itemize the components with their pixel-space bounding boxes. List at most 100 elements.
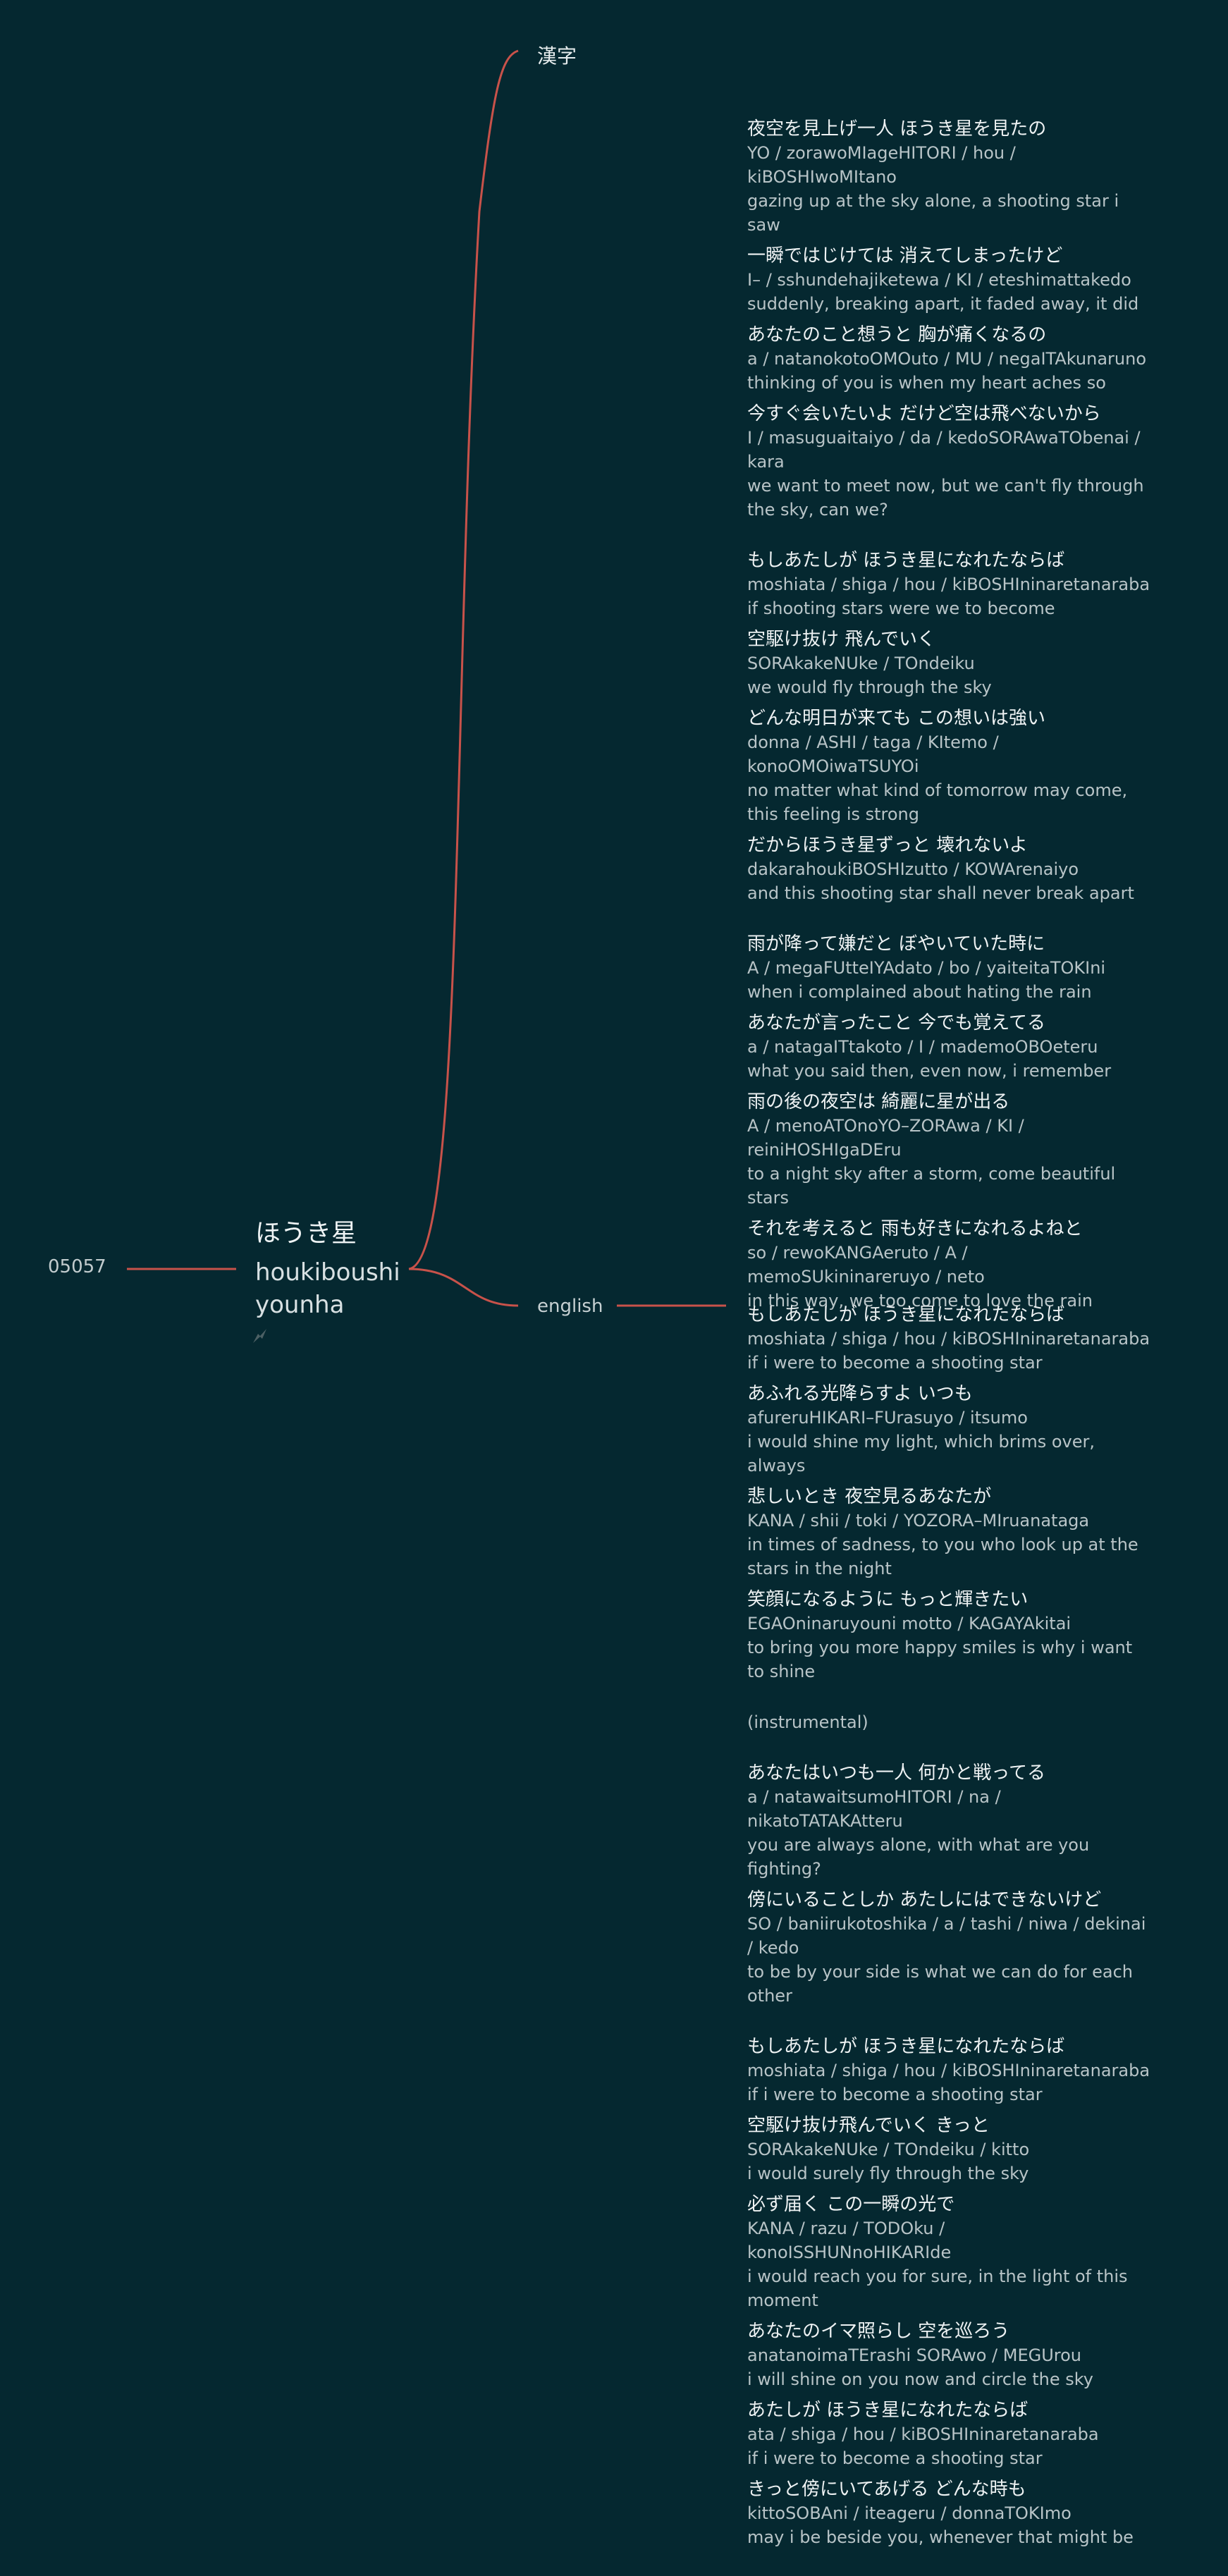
- lyric-line[interactable]: あなたはいつも一人 何かと戦ってる a / natawaitsumoHITORI …: [747, 1761, 1150, 1881]
- node-song-romaji[interactable]: houkiboushi: [255, 1258, 400, 1287]
- lyric-japanese: もしあたしが ほうき星になれたならば: [747, 2036, 1065, 2057]
- lyric-line[interactable]: 一瞬ではじけては 消えてしまったけど I– / sshundehajiketewa…: [747, 244, 1150, 316]
- link-arrow-icon[interactable]: [251, 1327, 269, 1345]
- lyric-japanese: もしあたしが ほうき星になれたならば: [747, 550, 1065, 571]
- lyric-romaji: I– / sshundehajiketewa / KI / eteshimatt…: [747, 270, 1131, 290]
- lyric-english: may i be beside you, whenever that might…: [747, 2527, 1134, 2547]
- lyric-japanese: あなたのイマ照らし 空を巡ろう: [747, 2321, 1010, 2342]
- lyric-english: if i were to become a shooting star: [747, 1353, 1043, 1373]
- lyric-japanese: 夜空を見上げ一人 ほうき星を見たの: [747, 118, 1047, 140]
- connector-root-to-english: [408, 1268, 519, 1307]
- lyric-line[interactable]: あたしが ほうき星になれたならば ata / shiga / hou / kiBO…: [747, 2398, 1150, 2470]
- lyric-japanese: それを考えると 雨も好きになれるよねと: [747, 1218, 1083, 1239]
- node-id[interactable]: 05057: [48, 1256, 106, 1277]
- connector-root-to-kanji: [408, 49, 519, 1270]
- lyric-romaji: A / menoATOnoYO–ZORAwa / KI / reiniHOSHI…: [747, 1116, 1024, 1160]
- lyric-romaji: a / natanokotoOMOuto / MU / negaITAkunar…: [747, 349, 1147, 369]
- lyric-english: if i were to become a shooting star: [747, 2448, 1043, 2468]
- lyric-line[interactable]: 今すぐ会いたいよ だけど空は飛べないから I / masuguaitaiyo / …: [747, 402, 1150, 522]
- lyric-english: suddenly, breaking apart, it faded away,…: [747, 294, 1139, 314]
- lyric-romaji: moshiata / shiga / hou / kiBOSHIninareta…: [747, 575, 1150, 594]
- lyric-line[interactable]: だからほうき星ずっと 壊れないよ dakarahoukiBOSHIzutto / …: [747, 833, 1150, 905]
- lyric-line[interactable]: あなたが言ったこと 今でも覚えてる a / natagaITtakoto / I …: [747, 1011, 1150, 1083]
- lyric-line[interactable]: 笑顔になるように もっと輝きたい EGAOninaruyouni motto / …: [747, 1588, 1150, 1683]
- lyric-romaji: YO / zorawoMIageHITORI / hou / kiBOSHIwo…: [747, 143, 1016, 187]
- lyric-japanese: あなたのこと想うと 胸が痛くなるの: [747, 324, 1047, 345]
- lyric-japanese: だからほうき星ずっと 壊れないよ: [747, 835, 1028, 856]
- lyric-line[interactable]: あなたのイマ照らし 空を巡ろう anatanoimaTErashi SORAwo …: [747, 2319, 1150, 2391]
- lyric-line[interactable]: どんな明日が来ても この想いは強い donna / ASHI / taga / K…: [747, 706, 1150, 826]
- lyric-english: and this shooting star shall never break…: [747, 883, 1134, 903]
- lyric-romaji: KANA / shii / toki / YOZORA–MIruanataga: [747, 1511, 1090, 1531]
- lyric-romaji: moshiata / shiga / hou / kiBOSHIninareta…: [747, 1329, 1150, 1349]
- lyric-line[interactable]: 悲しいとき 夜空見るあなたが KANA / shii / toki / YOZOR…: [747, 1485, 1150, 1581]
- lyric-line[interactable]: 空駆け抜け 飛んでいく SORAkakeNUke / TOndeiku we wou…: [747, 627, 1150, 699]
- lyric-english: no matter what kind of tomorrow may come…: [747, 780, 1128, 824]
- lyric-japanese: どんな明日が来ても この想いは強い: [747, 708, 1045, 729]
- lyrics-verse: 雨が降って嫌だと ぼやいていた時に A / megaFUtteIYAdato / …: [747, 932, 1150, 1313]
- lyric-line[interactable]: もしあたしが ほうき星になれたならば moshiata / shiga / hou…: [747, 1303, 1150, 1375]
- lyric-romaji: SORAkakeNUke / TOndeiku / kitto: [747, 2140, 1030, 2159]
- lyric-japanese: 雨の後の夜空は 綺麗に星が出る: [747, 1091, 1010, 1112]
- lyric-line[interactable]: 空駆け抜け飛んでいく きっと SORAkakeNUke / TOndeiku / …: [747, 2114, 1150, 2185]
- lyric-english: i will shine on you now and circle the s…: [747, 2369, 1093, 2389]
- lyric-romaji: afureruHIKARI–FUrasuyo / itsumo: [747, 1408, 1028, 1428]
- lyric-japanese: 空駆け抜け 飛んでいく: [747, 629, 935, 650]
- lyric-japanese: あなたはいつも一人 何かと戦ってる: [747, 1762, 1045, 1784]
- lyric-english: i would surely fly through the sky: [747, 2164, 1029, 2183]
- node-song-title[interactable]: ほうき星: [255, 1219, 357, 1248]
- lyric-english: in times of sadness, to you who look up …: [747, 1535, 1138, 1578]
- lyric-line[interactable]: もしあたしが ほうき星になれたならば moshiata / shiga / hou…: [747, 2035, 1150, 2106]
- lyrics-verse: もしあたしが ほうき星になれたならば moshiata / shiga / hou…: [747, 1303, 1150, 1683]
- lyric-line[interactable]: それを考えると 雨も好きになれるよねと so / rewoKANGAeruto /…: [747, 1217, 1150, 1313]
- lyric-romaji: SO / baniirukotoshika / a / tashi / niwa…: [747, 1914, 1146, 1958]
- lyric-english: if shooting stars were we to become: [747, 599, 1055, 618]
- lyric-english: when i complained about hating the rain: [747, 982, 1092, 1002]
- node-english-branch[interactable]: english: [537, 1296, 603, 1317]
- lyric-romaji: so / rewoKANGAeruto / A / memoSUkininare…: [747, 1243, 985, 1287]
- lyric-line[interactable]: 夜空を見上げ一人 ほうき星を見たの YO / zorawoMIageHITORI …: [747, 117, 1150, 237]
- lyric-japanese: あたしが ほうき星になれたならば: [747, 2400, 1029, 2421]
- lyric-english: i would shine my light, which brims over…: [747, 1432, 1095, 1476]
- node-kanji-branch[interactable]: 漢字: [537, 44, 577, 68]
- lyric-line[interactable]: 傍にいることしか あたしにはできないけど SO / baniirukotoshik…: [747, 1888, 1150, 2008]
- lyric-romaji: moshiata / shiga / hou / kiBOSHIninareta…: [747, 2061, 1150, 2080]
- lyric-line[interactable]: あふれる光降らすよ いつも afureruHIKARI–FUrasuyo / it…: [747, 1382, 1150, 1478]
- lyrics-verse: もしあたしが ほうき星になれたならば moshiata / shiga / hou…: [747, 548, 1150, 905]
- lyric-romaji: I / masuguaitaiyo / da / kedoSORAwaTOben…: [747, 428, 1141, 472]
- lyric-line[interactable]: 雨の後の夜空は 綺麗に星が出る A / menoATOnoYO–ZORAwa / …: [747, 1090, 1150, 1210]
- lyric-line[interactable]: もしあたしが ほうき星になれたならば moshiata / shiga / hou…: [747, 548, 1150, 620]
- lyric-english: we want to meet now, but we can't fly th…: [747, 476, 1144, 520]
- node-artist[interactable]: younha: [255, 1291, 345, 1319]
- instrumental-note: (instrumental): [747, 1712, 868, 1732]
- lyric-romaji: dakarahoukiBOSHIzutto / KOWArenaiyo: [747, 859, 1079, 879]
- lyrics-verse: あなたはいつも一人 何かと戦ってる a / natawaitsumoHITORI …: [747, 1761, 1150, 2008]
- lyric-english: what you said then, even now, i remember: [747, 1061, 1112, 1081]
- lyric-romaji: donna / ASHI / taga / KItemo / konoOMOiw…: [747, 732, 999, 776]
- lyric-line[interactable]: あなたのこと想うと 胸が痛くなるの a / natanokotoOMOuto / …: [747, 323, 1150, 395]
- lyric-english: thinking of you is when my heart aches s…: [747, 373, 1106, 393]
- lyric-romaji: EGAOninaruyouni motto / KAGAYAkitai: [747, 1614, 1072, 1633]
- lyric-romaji: a / natagaITtakoto / I / mademoOBOeteru: [747, 1037, 1098, 1057]
- lyric-english: to a night sky after a storm, come beaut…: [747, 1164, 1116, 1208]
- lyric-japanese: 今すぐ会いたいよ だけど空は飛べないから: [747, 403, 1101, 424]
- lyric-english: you are always alone, with what are you …: [747, 1835, 1090, 1879]
- lyric-japanese: あなたが言ったこと 今でも覚えてる: [747, 1012, 1045, 1034]
- lyrics-verse: もしあたしが ほうき星になれたならば moshiata / shiga / hou…: [747, 2035, 1150, 2549]
- lyric-english: to be by your side is what we can do for…: [747, 1962, 1134, 2006]
- lyric-japanese: きっと傍にいてあげる どんな時も: [747, 2479, 1026, 2500]
- lyric-english: if i were to become a shooting star: [747, 2085, 1043, 2104]
- lyric-romaji: anatanoimaTErashi SORAwo / MEGUrou: [747, 2345, 1081, 2365]
- lyric-english: we would fly through the sky: [747, 677, 992, 697]
- lyric-japanese: もしあたしが ほうき星になれたならば: [747, 1304, 1065, 1325]
- lyric-line[interactable]: きっと傍にいてあげる どんな時も kittoSOBAni / iteageru /…: [747, 2477, 1150, 2549]
- lyric-japanese: 雨が降って嫌だと ぼやいていた時に: [747, 933, 1045, 955]
- lyric-japanese: 必ず届く この一瞬の光で: [747, 2194, 955, 2215]
- lyric-japanese: 傍にいることしか あたしにはできないけど: [747, 1889, 1102, 1910]
- lyric-line[interactable]: 必ず届く この一瞬の光で KANA / razu / TODOku / konoI…: [747, 2192, 1150, 2312]
- lyric-romaji: A / megaFUtteIYAdato / bo / yaiteitaTOKI…: [747, 958, 1106, 978]
- lyric-romaji: kittoSOBAni / iteageru / donnaTOKImo: [747, 2503, 1072, 2523]
- lyrics-english-list: もしあたしが ほうき星になれたならば moshiata / shiga / hou…: [747, 1303, 1150, 2576]
- lyric-line[interactable]: 雨が降って嫌だと ぼやいていた時に A / megaFUtteIYAdato / …: [747, 932, 1150, 1004]
